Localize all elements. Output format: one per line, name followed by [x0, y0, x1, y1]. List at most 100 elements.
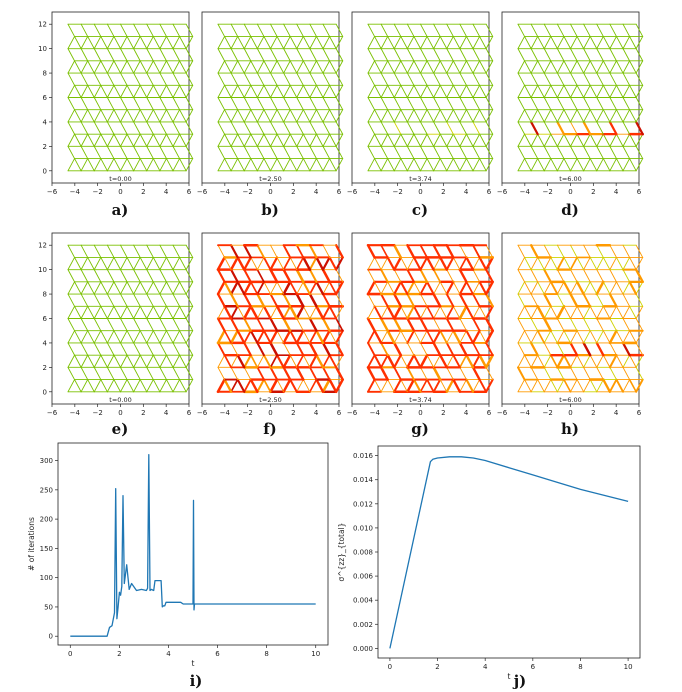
lattice-bond — [106, 244, 115, 258]
lattice-bond — [530, 97, 539, 111]
lattice-bond — [543, 268, 552, 283]
lattice-bond — [100, 281, 108, 295]
lattice-bond — [609, 244, 617, 258]
lattice-bond — [335, 341, 344, 357]
y-tick-label: 0 — [43, 167, 47, 175]
lattice-bond — [100, 158, 108, 172]
lattice-bond — [635, 305, 644, 319]
lattice-bond — [172, 133, 181, 147]
lattice-bond — [230, 72, 239, 86]
lattice-bond — [309, 133, 317, 147]
lattice-bond — [432, 378, 442, 393]
lattice-bond — [316, 133, 324, 147]
lattice-bond — [282, 244, 292, 259]
lattice-bond — [485, 366, 494, 381]
lattice-bond — [406, 48, 415, 62]
lattice-bond — [479, 305, 487, 319]
lattice-bond — [367, 354, 376, 369]
lattice-bond — [635, 354, 644, 368]
lattice-bond — [270, 305, 278, 319]
lattice-bond — [283, 342, 291, 356]
lattice-bond — [100, 60, 108, 74]
lattice-bond — [629, 354, 637, 368]
lattice-bond — [420, 145, 428, 160]
lattice-bond — [185, 269, 194, 283]
lattice-bond — [106, 269, 115, 283]
lattice-bond — [315, 329, 325, 345]
y-tick-label: 2 — [43, 364, 47, 372]
time-label: t=3.74 — [409, 396, 431, 404]
lattice-bond — [185, 342, 194, 356]
lattice-bond — [367, 378, 376, 393]
lattice-bond — [152, 305, 161, 319]
x-tick-label: 4 — [464, 188, 469, 196]
lattice-bond — [80, 97, 89, 111]
lattice-bond — [120, 256, 128, 271]
y-tick-label: 0.014 — [353, 476, 374, 484]
lattice-bond — [289, 158, 298, 172]
lattice-bond — [159, 84, 167, 98]
lattice-bond — [67, 379, 75, 393]
lattice-bond — [282, 353, 292, 369]
lattice-bond — [172, 293, 181, 307]
lattice-bond — [602, 158, 611, 172]
lattice-bond — [159, 318, 167, 332]
lattice-bond — [609, 269, 617, 283]
lattice-bond — [530, 256, 539, 271]
lattice-bond — [243, 366, 252, 381]
lattice-bond — [179, 158, 187, 172]
lattice-bond — [570, 23, 578, 37]
lattice-bond — [146, 97, 154, 111]
lattice-bond — [120, 97, 128, 111]
lattice-bond — [446, 60, 454, 74]
lattice-bond — [530, 109, 539, 123]
x-tick-label: 6 — [637, 409, 642, 417]
lattice-bond — [485, 84, 494, 98]
lattice-bond — [289, 60, 298, 74]
lattice-bond — [74, 256, 82, 271]
lattice-bond — [589, 35, 598, 50]
lattice-bond — [556, 72, 565, 86]
plot-frame — [377, 445, 641, 659]
lattice-bond — [622, 330, 631, 344]
lattice-bond — [256, 341, 265, 357]
lattice-bond — [230, 109, 239, 123]
lattice-bond — [120, 109, 128, 123]
y-tick-label: 0.010 — [353, 524, 373, 532]
lattice-bond — [635, 256, 644, 271]
lattice-bond — [622, 23, 631, 37]
lattice-bond — [308, 256, 318, 271]
lattice-bond — [302, 60, 311, 74]
lattice-bond — [329, 133, 337, 147]
lattice-bond — [80, 145, 89, 160]
lattice-bond — [621, 341, 631, 357]
lattice-bond — [367, 305, 375, 319]
lattice-bond — [386, 329, 396, 345]
lattice-bond — [380, 60, 389, 74]
lattice-bond — [517, 145, 525, 160]
lattice-bond — [322, 133, 331, 147]
lattice-bond — [126, 354, 135, 368]
lattice-panel-d: −6 −4 −2 0 2 4 6t=6.00 — [497, 11, 644, 196]
lattice-bond — [374, 256, 382, 271]
lattice-bond — [179, 256, 187, 271]
lattice-bond — [106, 23, 115, 37]
lattice-bond — [472, 158, 481, 172]
lattice-bond — [243, 109, 252, 123]
lattice-bond — [629, 256, 637, 271]
lattice-bond — [67, 366, 75, 381]
lattice-bond — [367, 293, 375, 307]
lattice-bond — [302, 280, 311, 296]
lattice-bond — [366, 366, 376, 381]
lattice-bond — [172, 305, 181, 319]
y-tick-label: 0.002 — [353, 621, 373, 629]
lattice-bond — [328, 256, 338, 271]
lattice-bond — [80, 48, 89, 62]
lattice-bond — [100, 354, 108, 368]
lattice-bond — [543, 35, 552, 50]
lattice-bond — [446, 366, 454, 381]
lattice-bond — [452, 329, 462, 345]
lattice-bond — [230, 366, 239, 381]
lattice-bond — [583, 145, 591, 160]
